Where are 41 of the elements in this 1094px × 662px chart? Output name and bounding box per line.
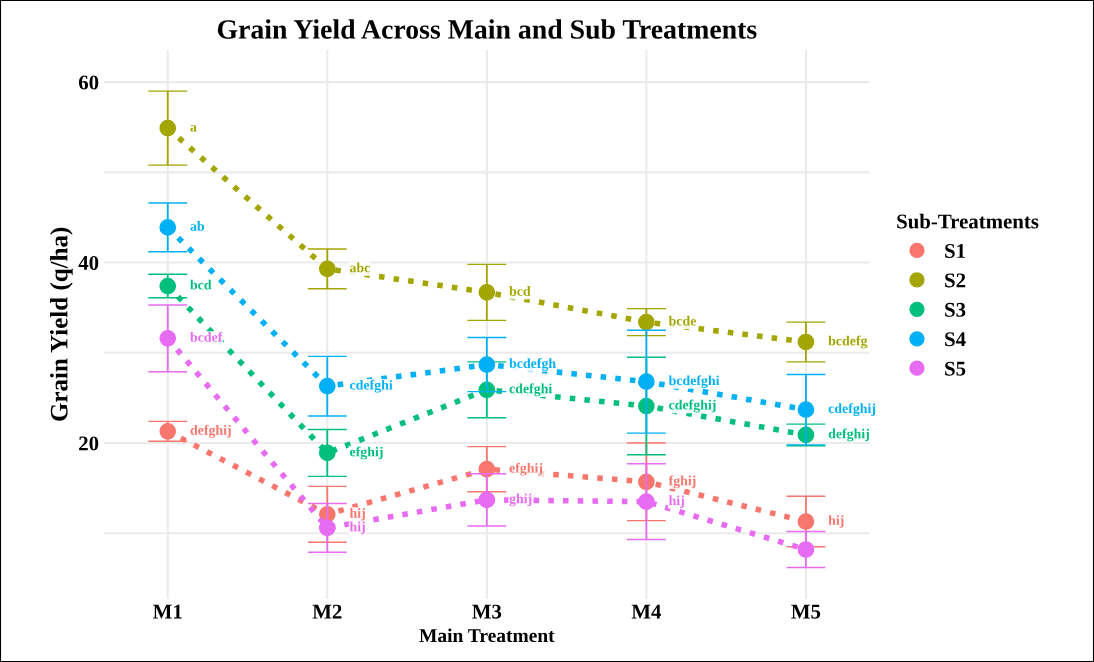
annotation: bcdefghi <box>668 375 720 389</box>
x-axis-title: Main Treatment <box>419 628 555 643</box>
annotation: efghij <box>509 462 543 476</box>
legend-label: S5 <box>945 361 966 376</box>
annotation: hij <box>828 515 844 528</box>
y-tick-label: 40 <box>78 255 99 271</box>
annotation: ghij <box>509 493 532 507</box>
annotation: fghij <box>668 475 696 489</box>
legend-label: S3 <box>945 302 966 317</box>
annotation: hij <box>349 521 365 535</box>
annotation: hij <box>668 495 684 508</box>
legend-label: S2 <box>945 273 966 288</box>
annotation: bcdefgh <box>509 358 556 371</box>
x-tick-label: M1 <box>153 604 182 619</box>
x-tick-label: M2 <box>312 604 342 619</box>
annotation: cdefghij <box>669 399 716 413</box>
legend-title: Sub-Treatments <box>897 213 1039 229</box>
legend-label: S4 <box>945 332 966 347</box>
annotation: ab <box>190 221 205 231</box>
annotation: a <box>190 124 197 132</box>
annotation: bcd <box>509 286 531 296</box>
x-tick-label: M4 <box>631 604 662 619</box>
legend-label: S1 <box>945 243 965 258</box>
annotation: bcdefg <box>828 335 868 349</box>
annotation: abc <box>349 262 370 273</box>
x-tick-label: M3 <box>472 604 502 619</box>
annotation: bcdef <box>190 331 223 342</box>
annotation: bcd <box>190 279 212 290</box>
annotation: defghij <box>190 424 231 438</box>
chart-title: Grain Yield Across Main and Sub Treatments <box>217 19 757 39</box>
y-tick-label: 20 <box>79 436 99 451</box>
annotation: hij <box>349 508 365 521</box>
annotation: efghij <box>349 446 383 460</box>
annotation: cdefghi <box>509 383 553 397</box>
annotation: defghij <box>828 428 869 442</box>
y-axis-title: Grain Yield (q/ha) <box>50 227 73 421</box>
annotation: cdefghij <box>828 403 876 417</box>
annotation: cdefghi <box>349 379 393 393</box>
x-tick-label: M5 <box>791 604 821 619</box>
annotation: bcde <box>668 315 697 326</box>
y-tick-label: 60 <box>78 75 99 90</box>
